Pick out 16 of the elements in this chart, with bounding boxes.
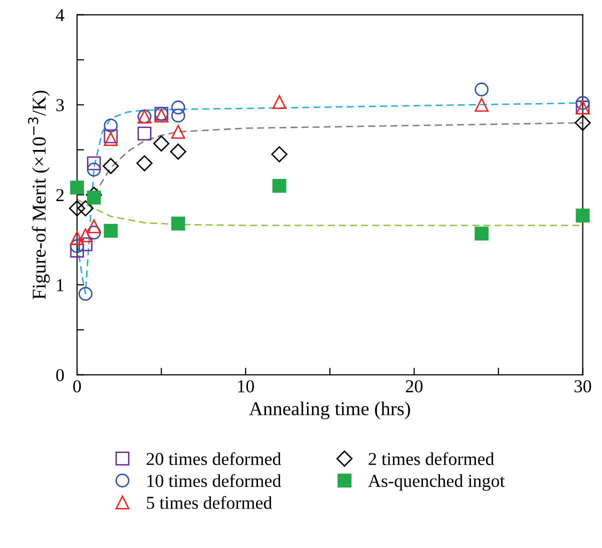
x-tick-label: 10 bbox=[238, 380, 254, 392]
legend-label: 5 times deformed bbox=[146, 496, 272, 509]
x-axis-title: Annealing time (hrs) bbox=[249, 402, 410, 420]
x-tick-label: 0 bbox=[73, 380, 81, 392]
x-tick-label: 30 bbox=[574, 380, 592, 392]
y-tick-label: 3 bbox=[56, 99, 64, 112]
legend-label: As-quenched ingot bbox=[368, 474, 505, 491]
legend-label: 10 times deformed bbox=[147, 474, 282, 488]
y-tick-label: 0 bbox=[56, 369, 64, 382]
legend-label: 2 times deformed bbox=[368, 452, 494, 466]
x-tick-label: 20 bbox=[406, 380, 423, 392]
y-tick-label: 4 bbox=[56, 9, 64, 22]
y-tick-label: 2 bbox=[56, 189, 64, 202]
y-tick-label: 1 bbox=[57, 279, 64, 292]
legend-label: 20 times deformed bbox=[146, 452, 282, 466]
y-axis-title: Figure-of Merit (×10$^{−3}$/K) bbox=[28, 90, 50, 300]
